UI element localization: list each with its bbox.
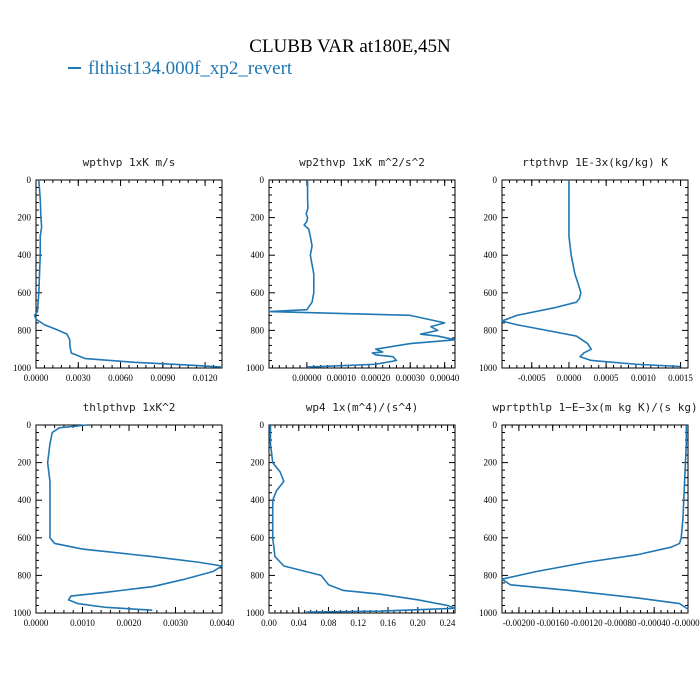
y-tick-label: 1000 [13,608,32,618]
x-tick-label: -0.00160 [537,618,570,628]
y-tick-label: 200 [484,458,498,468]
x-tick-label: 0.00030 [396,373,426,383]
x-tick-label: 0.0090 [150,373,175,383]
y-tick-label: 600 [251,533,265,543]
y-tick-label: 800 [484,325,498,335]
x-tick-label: 0.0010 [70,618,95,628]
x-tick-label: 0.04 [291,618,307,628]
series-line [269,425,456,613]
y-tick-label: 400 [484,250,498,260]
x-tick-label: 0.0015 [668,373,693,383]
y-tick-label: 1000 [246,363,265,373]
x-tick-label: -0.0005 [518,373,546,383]
x-tick-label: -0.00120 [570,618,603,628]
x-tick-label: 0.0020 [117,618,142,628]
series-line [501,425,689,610]
panel-title: wprtpthlp 1−E−3x(m kg K)/(s kg) [492,401,697,414]
series-line [46,424,223,611]
x-tick-label: -0.00000 [672,618,700,628]
x-tick-label: -0.00200 [503,618,536,628]
y-tick-label: 800 [484,570,498,580]
y-tick-label: 400 [484,495,498,505]
chart-panel-rtpthvp: rtpthvp 1E-3x(kg/kg) K -0.0005 0.0000 0.000… [466,150,700,385]
x-tick-label: 0.0000 [557,373,582,383]
x-tick-label: 0.0000 [24,618,49,628]
y-tick-label: 0 [260,175,265,185]
plot-frame [268,179,456,369]
x-tick-label: 0.0030 [163,618,188,628]
x-tick-label: 0.0030 [66,373,91,383]
y-tick-label: 400 [18,495,32,505]
y-tick-label: 200 [18,458,32,468]
y-tick-label: 600 [18,533,32,543]
y-tick-label: 400 [18,250,32,260]
x-tick-label: 0.0005 [594,373,619,383]
y-tick-label: 400 [251,495,265,505]
plot-frame [501,424,689,614]
plot-frame [268,424,456,614]
y-tick-label: 0 [260,420,265,430]
legend-label: flthist134.000f_xp2_revert [88,58,293,79]
series-line [501,180,681,368]
y-tick-label: 1000 [479,363,498,373]
panel-title: thlpthvp 1xK^2 [83,401,176,414]
chart-panel-thlpthvp: thlpthvp 1xK^2 0.0000 0.0010 0.0020 0.0030 0.… [0,395,235,630]
plot-frame [501,179,689,369]
chart-panel-wpthvp: wpthvp 1xK m/s 0.0000 0.0030 0.0060 0.0090 0.… [0,150,233,385]
x-tick-label: 0.0010 [631,373,656,383]
x-tick-label: 0.20 [410,618,426,628]
series-line [33,179,223,368]
x-tick-label: -0.00080 [604,618,637,628]
chart-panel-wprtpthlp: wprtpthlp 1−E−3x(m kg K)/(s kg) -0.00200-… [466,395,700,630]
y-tick-label: 400 [251,250,265,260]
y-tick-label: 0 [27,420,32,430]
x-tick-label: 0.12 [350,618,366,628]
panel-title: wp4 1x(m^4)/(s^4) [306,401,419,414]
x-tick-label: 0.00 [261,618,277,628]
y-tick-label: 1000 [246,608,265,618]
y-tick-label: 200 [18,213,32,223]
x-tick-label: 0.00020 [361,373,391,383]
y-tick-label: 600 [18,288,32,298]
x-tick-label: -0.00040 [638,618,671,628]
y-tick-label: 200 [251,458,265,468]
x-tick-label: 0.00010 [327,373,357,383]
y-tick-label: 0 [493,175,498,185]
y-tick-label: 600 [484,288,498,298]
y-tick-label: 200 [484,213,498,223]
y-tick-label: 600 [251,288,265,298]
y-tick-label: 600 [484,533,498,543]
panel-title: rtpthvp 1E-3x(kg/kg) K [522,156,668,169]
x-tick-label: 0.0040 [210,618,235,628]
x-tick-label: 0.00040 [430,373,460,383]
chart-panel-wp4: wp4 1x(m^4)/(s^4) 0.00 0.04 0.08 0.12 0.16 0.2… [233,395,466,630]
x-tick-label: 0.0060 [108,373,133,383]
x-tick-label: 0.08 [321,618,337,628]
legend: flthist134.000f_xp2_revert [68,58,292,80]
x-tick-label: 0.16 [380,618,396,628]
x-tick-label: 0.0000 [24,373,49,383]
x-tick-label: 0.00000 [292,373,322,383]
x-tick-label: 0.0120 [193,373,218,383]
y-tick-label: 800 [18,325,32,335]
y-tick-label: 800 [18,570,32,580]
plot-frame [35,424,223,614]
y-tick-label: 0 [27,175,32,185]
x-tick-label: 0.24 [440,618,456,628]
figure-title: CLUBB VAR at180E,45N [249,36,451,57]
y-tick-label: 200 [251,213,265,223]
plot-frame [35,179,223,369]
y-tick-label: 800 [251,570,265,580]
y-tick-label: 0 [493,420,498,430]
chart-panel-wp2thvp: wp2thvp 1xK m^2/s^2 0.00000 0.00010 0.00020… [233,150,466,385]
y-tick-label: 1000 [479,608,498,618]
y-tick-label: 1000 [13,363,32,373]
y-tick-label: 800 [251,325,265,335]
series-line [268,180,456,368]
panel-title: wpthvp 1xK m/s [83,156,176,169]
panel-title: wp2thvp 1xK m^2/s^2 [299,156,425,169]
legend-swatch [68,66,81,69]
